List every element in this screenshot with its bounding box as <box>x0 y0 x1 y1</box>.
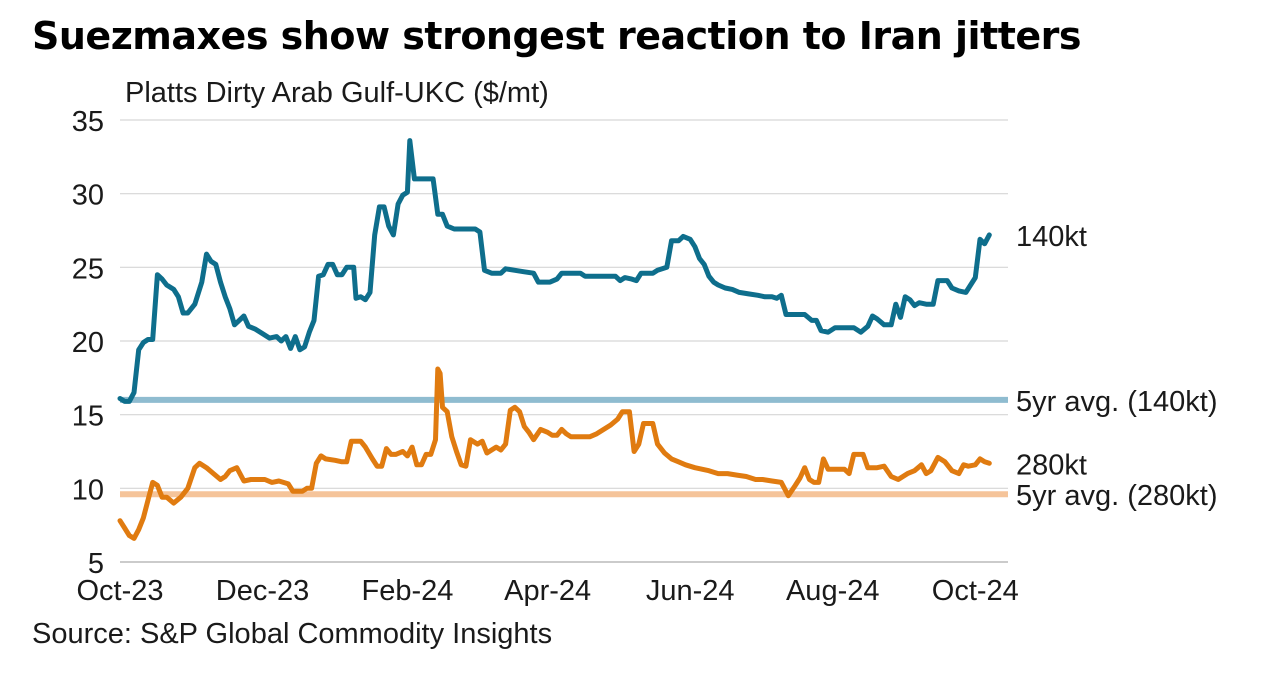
series-line-280kt <box>117 366 992 541</box>
gridlines <box>120 119 1008 563</box>
x-tick-label: Jun-24 <box>646 575 735 607</box>
x-tick-label: Oct-24 <box>932 575 1019 607</box>
reference-line-label: 5yr avg. (140kt) <box>1016 386 1217 418</box>
x-tick-label: Apr-24 <box>504 575 591 607</box>
series-line-140kt <box>117 138 992 404</box>
x-tick-label: Aug-24 <box>786 575 880 607</box>
y-tick-label: 15 <box>72 401 104 433</box>
x-tick-label: Dec-23 <box>216 575 310 607</box>
series-labels: 5yr avg. (140kt) 5yr avg. (280kt) 140kt 280… <box>1016 221 1217 512</box>
reference-lines <box>120 396 1008 498</box>
reference-line-label: 5yr avg. (280kt) <box>1016 480 1217 512</box>
x-axis-ticks: Oct-23 Dec-23 Feb-24 Apr-24 Jun-24 Aug-24 Oct-… <box>76 575 1018 607</box>
series-label-140kt: 140kt <box>1016 221 1087 253</box>
source-note: Source: S&P Global Commodity Insights <box>32 618 553 650</box>
y-tick-label: 20 <box>72 327 104 359</box>
y-tick-label: 35 <box>72 106 104 138</box>
series-lines <box>117 138 992 541</box>
chart-title: Suezmaxes show strongest reaction to Ira… <box>32 14 1082 58</box>
y-tick-label: 25 <box>72 253 104 285</box>
series-label-280kt: 280kt <box>1016 449 1087 481</box>
y-tick-label: 5 <box>88 548 104 580</box>
y-tick-label: 30 <box>72 180 104 212</box>
x-tick-label: Feb-24 <box>361 575 453 607</box>
y-tick-label: 10 <box>72 474 104 506</box>
x-tick-label: Oct-23 <box>76 575 163 607</box>
y-axis-ticks: 5 10 15 20 25 30 35 <box>72 106 104 580</box>
y-axis-label: Platts Dirty Arab Gulf-UKC ($/mt) <box>125 77 549 109</box>
